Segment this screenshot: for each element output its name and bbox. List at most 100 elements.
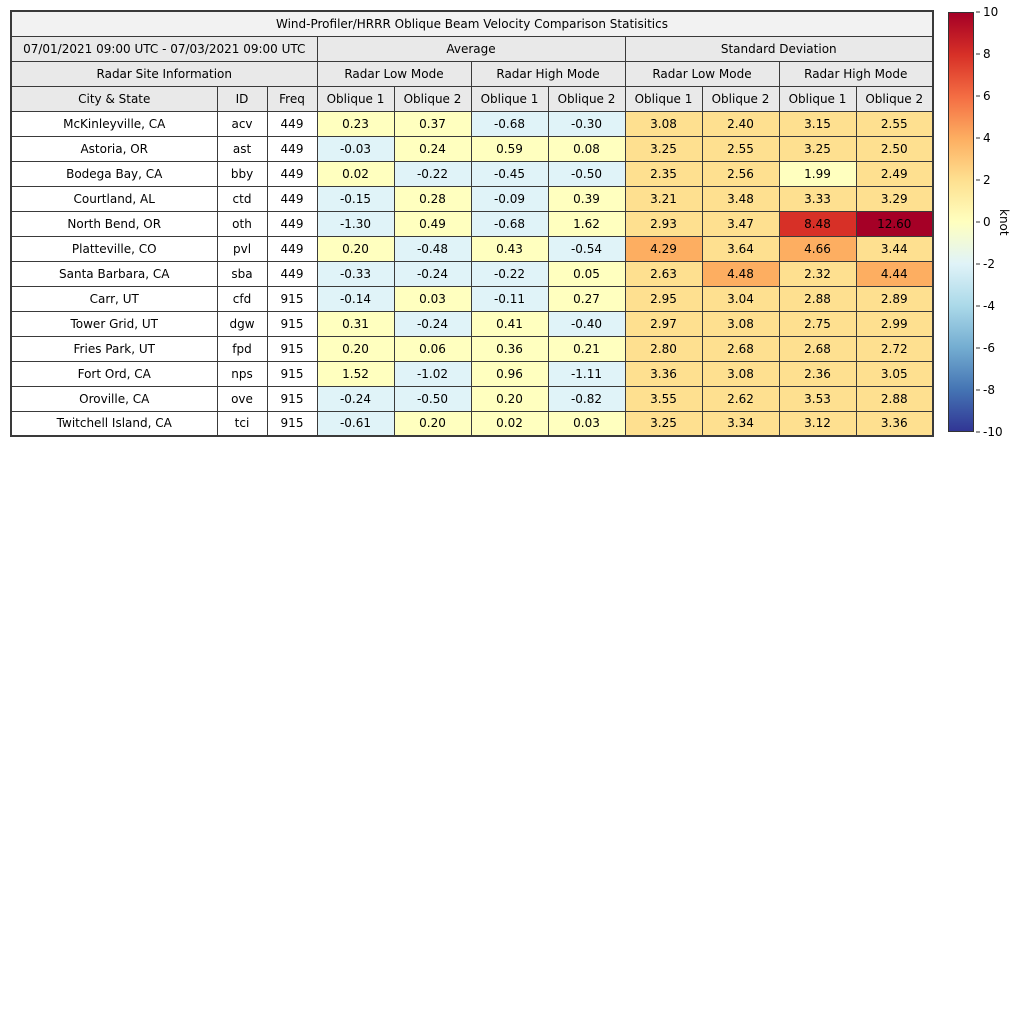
- table-title: Wind-Profiler/HRRR Oblique Beam Velocity…: [10, 10, 934, 37]
- table-row: Platteville, CO pvl 449 0.20 -0.48 0.43 -0.54 4…: [10, 235, 934, 262]
- value-cell: 3.48: [701, 185, 780, 212]
- value-cell: -0.14: [316, 285, 395, 312]
- value-cell: 0.59: [470, 135, 549, 162]
- value-cell: 0.20: [316, 335, 395, 362]
- colorbar-tickmark: [976, 263, 980, 265]
- value-cell: 3.53: [778, 385, 857, 412]
- value-cell: 2.35: [624, 160, 703, 187]
- value-cell: 0.31: [316, 310, 395, 337]
- colorbar-ticks: 10 8 6 4 2 0 -2 -4 -6 -8 -10: [976, 6, 1010, 438]
- colorbar-tick-label: 6: [983, 89, 991, 103]
- value-cell: -0.24: [316, 385, 395, 412]
- value-cell: 2.99: [855, 310, 934, 337]
- city-cell: Twitchell Island, CA: [10, 410, 218, 437]
- value-cell: 3.08: [701, 310, 780, 337]
- table-row: Tower Grid, UT dgw 915 0.31 -0.24 0.41 -0.40 2.…: [10, 310, 934, 337]
- table-row: Oroville, CA ove 915 -0.24 -0.50 0.20 -0.82 3.5…: [10, 385, 934, 412]
- value-cell: 2.75: [778, 310, 857, 337]
- colorbar-tickmark: [976, 221, 980, 223]
- value-cell: -0.15: [316, 185, 395, 212]
- value-cell: 0.05: [547, 260, 626, 287]
- mode-header-std-high: Radar High Mode: [778, 60, 934, 87]
- value-cell: 0.96: [470, 360, 549, 387]
- value-cell: -1.30: [316, 210, 395, 237]
- value-cell: -0.09: [470, 185, 549, 212]
- freq-cell: 915: [266, 310, 318, 337]
- column-header-oblique: Oblique 1: [316, 85, 395, 112]
- colorbar-tick-label: -10: [983, 425, 1003, 439]
- city-cell: McKinleyville, CA: [10, 110, 218, 137]
- value-cell: 3.25: [624, 135, 703, 162]
- value-cell: 4.29: [624, 235, 703, 262]
- column-header-oblique: Oblique 1: [778, 85, 857, 112]
- city-cell: Astoria, OR: [10, 135, 218, 162]
- value-cell: -0.03: [316, 135, 395, 162]
- column-header-id: ID: [216, 85, 268, 112]
- colorbar-tickmark: [976, 53, 980, 55]
- site-id-cell: cfd: [216, 285, 268, 312]
- colorbar-tickmark: [976, 137, 980, 139]
- value-cell: -0.45: [470, 160, 549, 187]
- table-row: Bodega Bay, CA bby 449 0.02 -0.22 -0.45 -0.50 2…: [10, 160, 934, 187]
- value-cell: 0.03: [393, 285, 472, 312]
- column-header-oblique: Oblique 2: [701, 85, 780, 112]
- column-header-city: City & State: [10, 85, 218, 112]
- value-cell: 0.28: [393, 185, 472, 212]
- value-cell: -0.40: [547, 310, 626, 337]
- value-cell: -1.11: [547, 360, 626, 387]
- colorbar: [948, 12, 974, 432]
- value-cell: 0.37: [393, 110, 472, 137]
- freq-cell: 915: [266, 335, 318, 362]
- value-cell: 3.08: [701, 360, 780, 387]
- value-cell: 12.60: [855, 210, 934, 237]
- mode-header-row: Radar Site Information Radar Low Mode Ra…: [10, 60, 934, 87]
- column-header-freq: Freq: [266, 85, 318, 112]
- table-row: Carr, UT cfd 915 -0.14 0.03 -0.11 0.27 2.95 3.04…: [10, 285, 934, 312]
- value-cell: 3.55: [624, 385, 703, 412]
- column-header-oblique: Oblique 2: [855, 85, 934, 112]
- value-cell: -0.30: [547, 110, 626, 137]
- value-cell: 2.88: [855, 385, 934, 412]
- freq-cell: 449: [266, 210, 318, 237]
- value-cell: -0.68: [470, 110, 549, 137]
- site-id-cell: ast: [216, 135, 268, 162]
- table-row: Astoria, OR ast 449 -0.03 0.24 0.59 0.08 3.25 2.…: [10, 135, 934, 162]
- colorbar-tick-label: -6: [983, 341, 995, 355]
- value-cell: 2.36: [778, 360, 857, 387]
- value-cell: 0.20: [470, 385, 549, 412]
- value-cell: -0.11: [470, 285, 549, 312]
- value-cell: 2.68: [701, 335, 780, 362]
- value-cell: 0.49: [393, 210, 472, 237]
- group-header-row: 07/01/2021 09:00 UTC - 07/03/2021 09:00 …: [10, 35, 934, 62]
- value-cell: 2.72: [855, 335, 934, 362]
- value-cell: 3.47: [701, 210, 780, 237]
- freq-cell: 915: [266, 385, 318, 412]
- table-row: Santa Barbara, CA sba 449 -0.33 -0.24 -0.22 0.…: [10, 260, 934, 287]
- column-header-oblique: Oblique 1: [624, 85, 703, 112]
- value-cell: -0.50: [547, 160, 626, 187]
- city-cell: Platteville, CO: [10, 235, 218, 262]
- site-id-cell: sba: [216, 260, 268, 287]
- freq-cell: 449: [266, 160, 318, 187]
- value-cell: 2.63: [624, 260, 703, 287]
- freq-cell: 449: [266, 135, 318, 162]
- value-cell: 3.12: [778, 410, 857, 437]
- value-cell: -0.82: [547, 385, 626, 412]
- value-cell: 0.23: [316, 110, 395, 137]
- value-cell: 3.25: [778, 135, 857, 162]
- colorbar-tickmark: [976, 431, 980, 433]
- colorbar-tickmark: [976, 305, 980, 307]
- colorbar-tick-label: -8: [983, 383, 995, 397]
- value-cell: 4.48: [701, 260, 780, 287]
- colorbar-tickmark: [976, 179, 980, 181]
- average-group-header: Average: [316, 35, 626, 62]
- value-cell: 3.15: [778, 110, 857, 137]
- value-cell: 2.68: [778, 335, 857, 362]
- freq-cell: 449: [266, 185, 318, 212]
- value-cell: 0.39: [547, 185, 626, 212]
- mode-header-avg-low: Radar Low Mode: [316, 60, 472, 87]
- value-cell: -0.54: [547, 235, 626, 262]
- value-cell: 4.66: [778, 235, 857, 262]
- value-cell: 3.34: [701, 410, 780, 437]
- city-cell: Bodega Bay, CA: [10, 160, 218, 187]
